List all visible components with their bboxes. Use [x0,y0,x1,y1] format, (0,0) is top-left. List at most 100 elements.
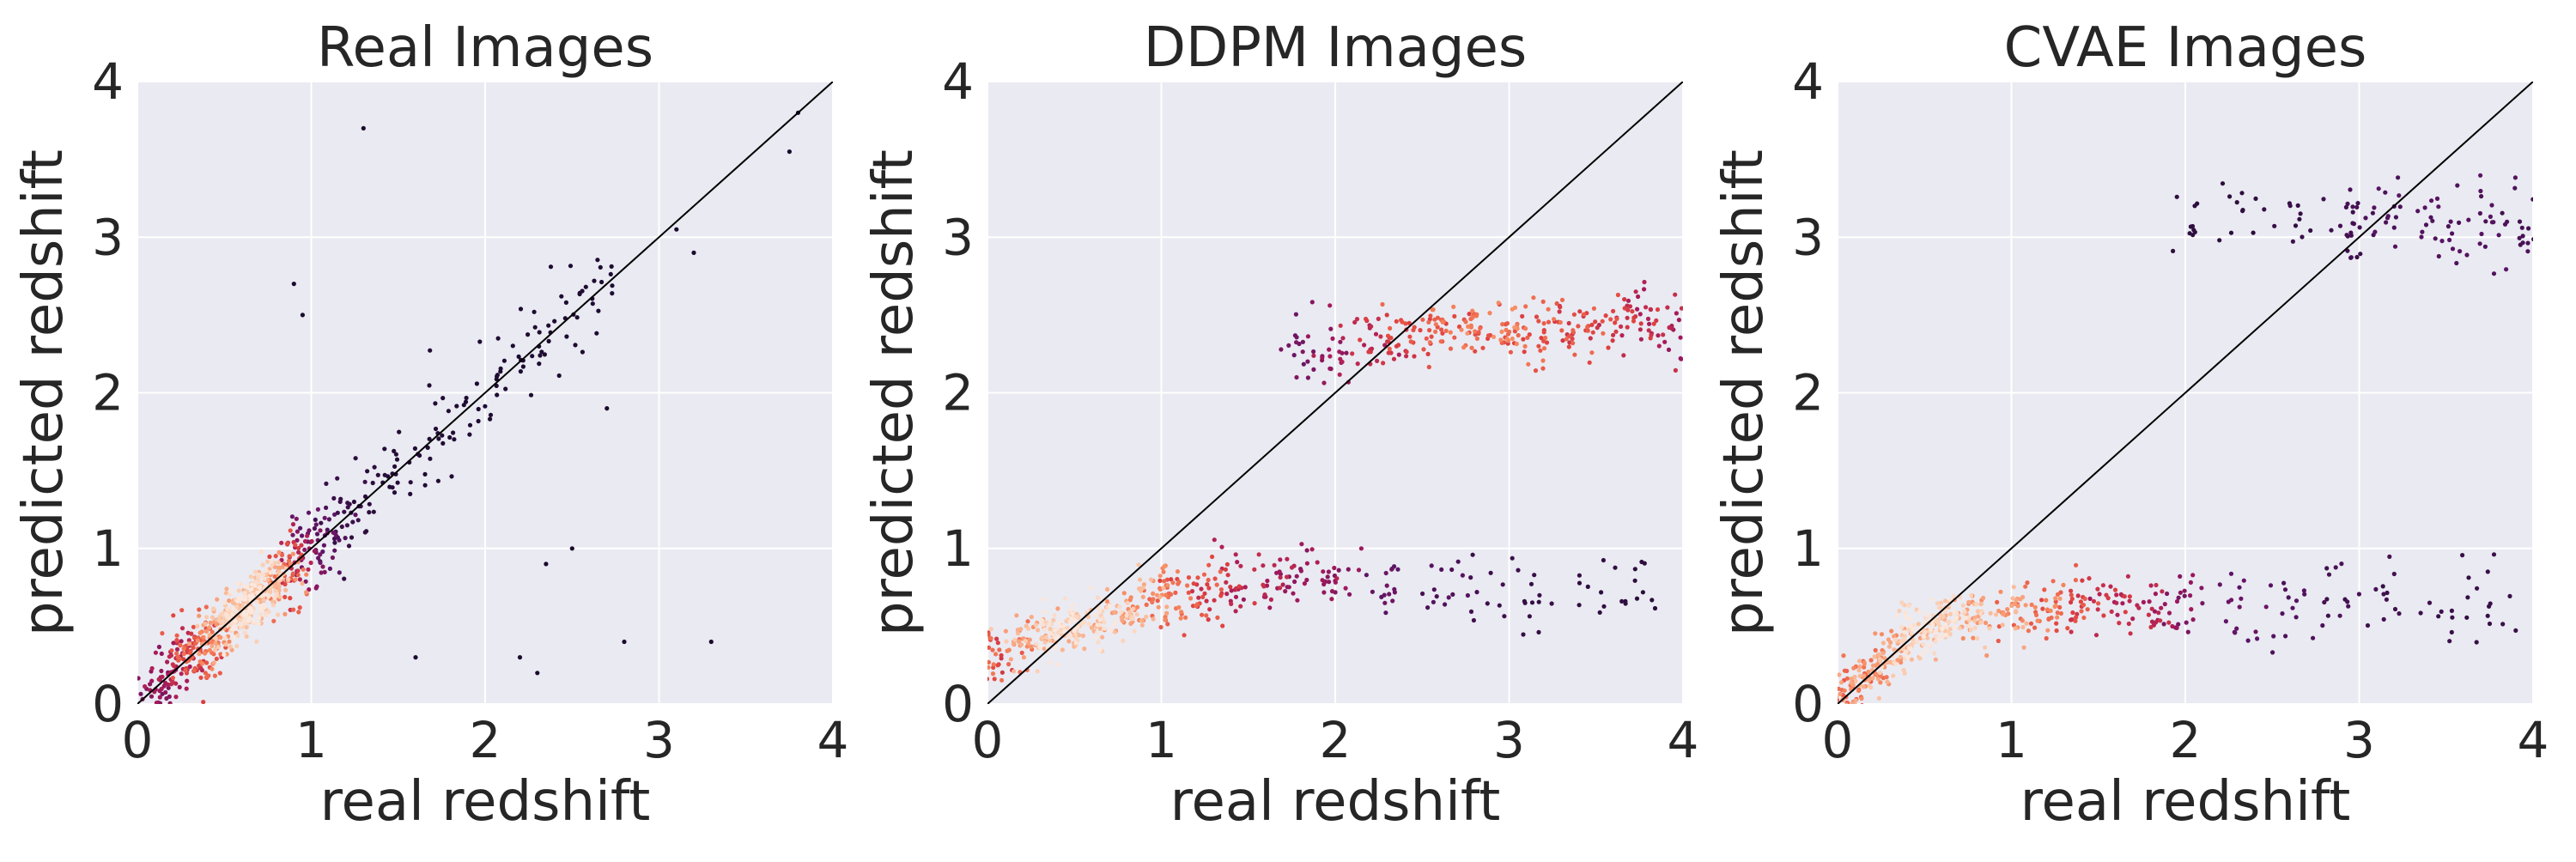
data-point [1452,313,1457,319]
data-point [1476,330,1481,335]
data-point [1136,562,1141,568]
data-point [2337,613,2342,618]
y-tick-label: 4 [1792,52,1824,111]
data-point [1637,327,1643,332]
data-point [590,301,595,307]
data-point [2187,231,2192,236]
data-point [2141,599,2146,605]
data-point [1523,326,1528,331]
data-point [1872,654,1877,659]
data-point [2146,612,2151,617]
data-point [270,603,276,608]
data-point [1465,592,1470,598]
data-point [306,567,311,572]
data-point [1228,585,1233,590]
data-point [1127,610,1133,615]
data-point [1541,346,1547,351]
data-point [306,510,312,515]
data-point [1236,584,1242,589]
data-point [1526,361,1531,367]
data-point [318,528,323,533]
data-point [1558,305,1563,310]
data-point [1262,592,1267,598]
data-point [2026,628,2031,634]
data-point [1630,309,1635,314]
data-point [261,604,267,609]
scatter-points [1838,173,2533,704]
data-point [157,701,163,704]
data-point [1252,567,1257,572]
data-point [331,536,337,542]
x-tick-label: 1 [1996,711,2027,769]
data-point [2220,181,2226,186]
data-point [1546,307,1551,312]
data-point [1165,622,1170,627]
data-point [1376,316,1381,321]
data-point [2185,629,2190,634]
data-point [2114,600,2119,605]
data-point [1857,673,1862,678]
data-point [1407,334,1413,339]
data-point [564,334,569,339]
data-point [1673,292,1678,297]
data-point [2069,592,2074,598]
data-point [1173,590,1178,596]
data-point [2033,612,2039,618]
data-point [1577,309,1583,314]
data-point [1370,589,1375,594]
data-point [1286,343,1291,348]
data-point [436,436,441,441]
data-point [1186,575,1192,580]
data-point [1048,626,1053,632]
data-point [2445,224,2451,229]
data-point [197,663,202,668]
data-point [1191,581,1196,586]
data-point [1685,310,1689,314]
data-point [1861,684,1866,689]
data-point [1233,609,1238,614]
data-point [1161,569,1166,574]
x-tick-label: 4 [1668,711,1699,769]
data-point [319,570,324,575]
data-point [1894,613,1899,618]
data-point [2174,598,2180,604]
data-point [1280,582,1285,587]
data-point [305,533,310,538]
data-point [2005,607,2010,612]
data-point [537,361,542,367]
data-point [1047,621,1052,626]
data-point [520,364,526,369]
data-point [1309,547,1315,552]
data-point [488,412,494,417]
data-point [1016,639,1021,644]
data-point [169,648,174,653]
data-point [608,271,613,276]
data-point [276,612,281,617]
data-point [1311,367,1316,372]
data-point [1688,307,1692,312]
data-point [1593,319,1598,325]
data-point [1470,314,1475,319]
data-point [1112,629,1117,634]
data-point [1293,312,1298,317]
data-point [228,644,233,649]
data-point [544,562,549,567]
data-point [1048,631,1054,636]
data-point [200,661,205,666]
data-point [1291,591,1296,596]
data-point [1325,574,1330,580]
data-point [236,588,241,593]
data-point [594,331,599,336]
data-point [568,264,574,269]
data-point [1176,580,1182,585]
data-point [1588,336,1593,341]
data-point [1935,601,1940,606]
data-point [2447,237,2452,243]
data-point [1041,597,1046,602]
data-point [988,627,993,632]
data-point [1601,557,1606,563]
data-point [2154,582,2159,588]
data-point [1468,575,1473,580]
data-point [214,656,219,662]
data-point [2154,620,2159,625]
